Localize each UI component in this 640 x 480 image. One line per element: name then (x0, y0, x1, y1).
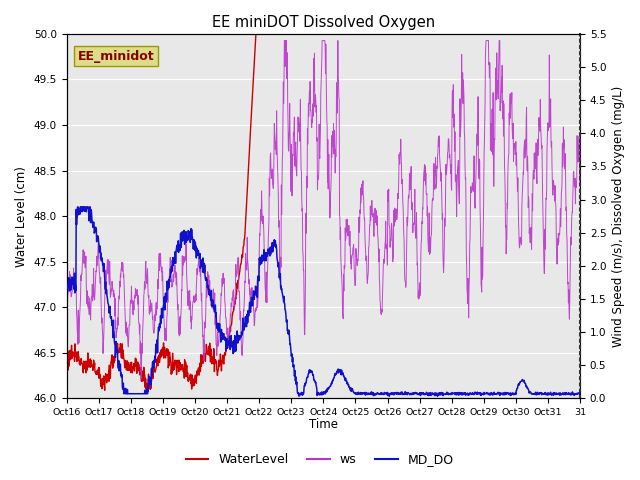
Y-axis label: Wind Speed (m/s), Dissolved Oxygen (mg/L): Wind Speed (m/s), Dissolved Oxygen (mg/L… (612, 85, 625, 347)
X-axis label: Time: Time (309, 419, 338, 432)
Y-axis label: Water Level (cm): Water Level (cm) (15, 166, 28, 266)
Text: EE_minidot: EE_minidot (78, 49, 154, 62)
Legend: WaterLevel, ws, MD_DO: WaterLevel, ws, MD_DO (181, 448, 459, 471)
Title: EE miniDOT Dissolved Oxygen: EE miniDOT Dissolved Oxygen (212, 15, 435, 30)
